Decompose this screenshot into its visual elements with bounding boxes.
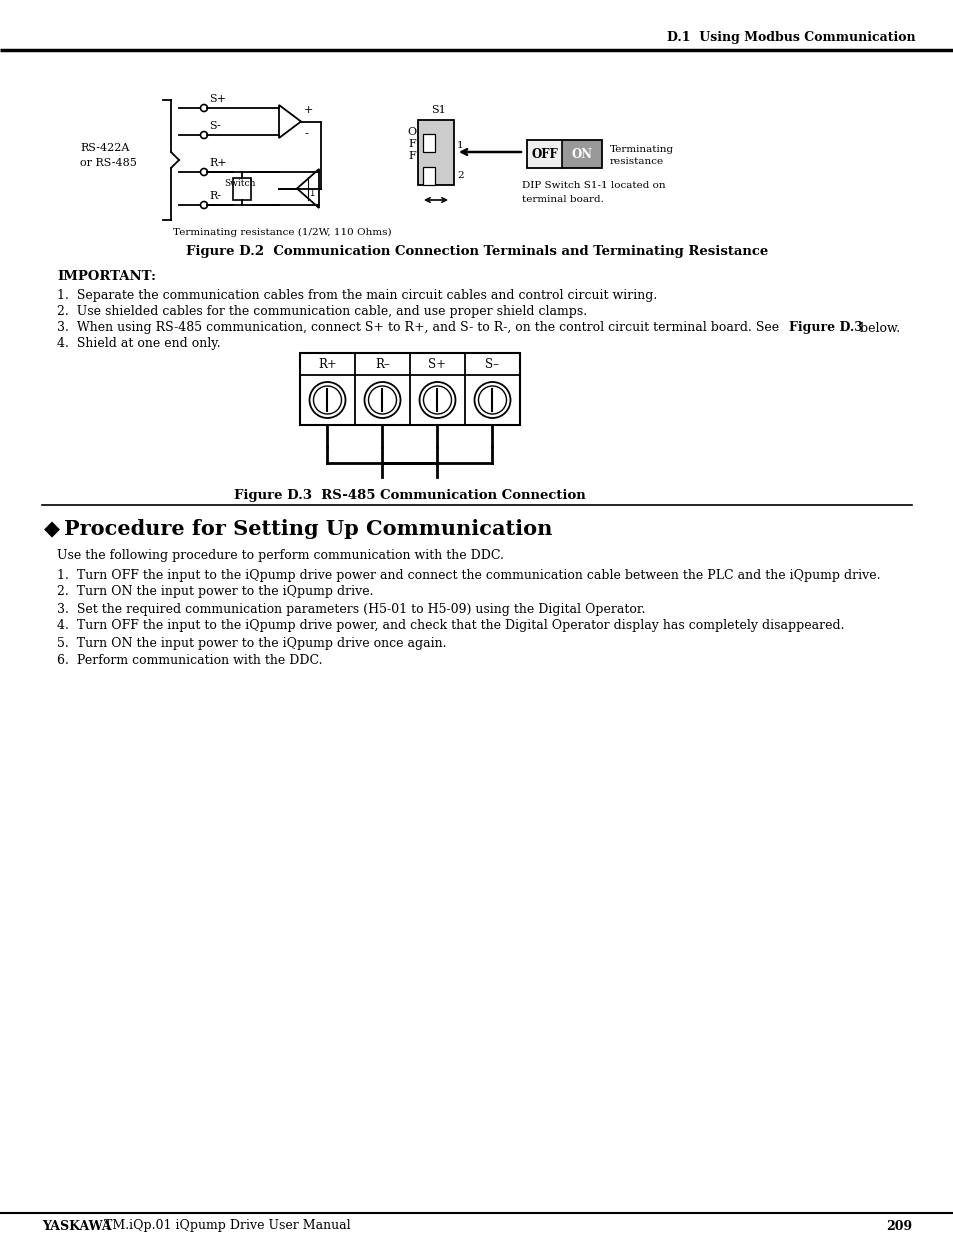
Text: Figure D.3  RS-485 Communication Connection: Figure D.3 RS-485 Communication Connecti… [233, 489, 585, 501]
Text: Use the following procedure to perform communication with the DDC.: Use the following procedure to perform c… [57, 548, 503, 562]
Text: F: F [408, 151, 416, 161]
Text: Figure D.2  Communication Connection Terminals and Terminating Resistance: Figure D.2 Communication Connection Term… [186, 246, 767, 258]
Text: R+: R+ [209, 158, 227, 168]
Bar [422, 135, 435, 152]
Text: Procedure for Setting Up Communication: Procedure for Setting Up Communication [64, 519, 552, 538]
Bar [417, 120, 454, 185]
Circle shape [423, 387, 451, 414]
Text: Terminating: Terminating [609, 146, 674, 154]
Text: DIP Switch S1-1 located on: DIP Switch S1-1 located on [521, 182, 665, 190]
Text: ◆: ◆ [44, 519, 60, 538]
Text: IMPORTANT:: IMPORTANT: [57, 269, 156, 283]
Text: O: O [407, 127, 416, 137]
Bar [526, 140, 561, 168]
Text: 2: 2 [456, 170, 463, 179]
Text: ON: ON [571, 147, 592, 161]
Circle shape [474, 382, 510, 417]
Bar [233, 178, 251, 200]
Text: 1.  Turn OFF the input to the iQpump drive power and connect the communication c: 1. Turn OFF the input to the iQpump driv… [57, 568, 880, 582]
Circle shape [478, 387, 506, 414]
Text: S-: S- [209, 121, 220, 131]
Text: S–: S– [485, 357, 499, 370]
Text: 3.  Set the required communication parameters (H5-01 to H5-09) using the Digital: 3. Set the required communication parame… [57, 603, 644, 615]
Bar [526, 140, 601, 168]
Circle shape [419, 382, 455, 417]
Circle shape [368, 387, 396, 414]
Text: S1: S1 [431, 105, 445, 115]
Text: F: F [408, 140, 416, 149]
Text: YASKAWA: YASKAWA [42, 1219, 112, 1233]
Text: terminal board.: terminal board. [521, 195, 603, 205]
Text: 6.  Perform communication with the DDC.: 6. Perform communication with the DDC. [57, 653, 322, 667]
Text: 3.  When using RS-485 communication, connect S+ to R+, and S- to R-, on the cont: 3. When using RS-485 communication, conn… [57, 321, 782, 335]
Text: Terminating resistance (1/2W, 110 Ohms): Terminating resistance (1/2W, 110 Ohms) [172, 227, 392, 237]
Text: S+: S+ [209, 94, 226, 104]
Text: -: - [304, 128, 308, 138]
Text: 1: 1 [456, 141, 463, 149]
Text: 5.  Turn ON the input power to the iQpump drive once again.: 5. Turn ON the input power to the iQpump… [57, 636, 446, 650]
Circle shape [314, 387, 341, 414]
Circle shape [364, 382, 400, 417]
Text: resistance: resistance [609, 158, 663, 167]
Text: 1.  Separate the communication cables from the main circuit cables and control c: 1. Separate the communication cables fro… [57, 289, 657, 303]
Text: below.: below. [855, 321, 900, 335]
Bar [561, 140, 601, 168]
Text: S+: S+ [428, 357, 446, 370]
Text: 4.  Shield at one end only.: 4. Shield at one end only. [57, 337, 220, 351]
Circle shape [309, 382, 345, 417]
Text: +: + [304, 105, 313, 115]
Text: Switch: Switch [224, 179, 255, 189]
Text: 1: 1 [309, 189, 314, 198]
Text: 209: 209 [885, 1219, 911, 1233]
Bar [422, 167, 435, 185]
Text: RS-422A: RS-422A [80, 143, 130, 153]
Text: 4.  Turn OFF the input to the iQpump drive power, and check that the Digital Ope: 4. Turn OFF the input to the iQpump driv… [57, 620, 843, 632]
Text: R-: R- [209, 191, 221, 201]
Text: R+: R+ [317, 357, 336, 370]
Text: or RS-485: or RS-485 [80, 158, 136, 168]
Text: Figure D.3: Figure D.3 [788, 321, 862, 335]
Bar [299, 353, 519, 425]
Text: OFF: OFF [531, 147, 558, 161]
Text: R–: R– [375, 357, 390, 370]
Text: 2.  Turn ON the input power to the iQpump drive.: 2. Turn ON the input power to the iQpump… [57, 585, 374, 599]
Text: D.1  Using Modbus Communication: D.1 Using Modbus Communication [667, 32, 915, 44]
Text: TM.iQp.01 iQpump Drive User Manual: TM.iQp.01 iQpump Drive User Manual [100, 1219, 351, 1233]
Text: 2.  Use shielded cables for the communication cable, and use proper shield clamp: 2. Use shielded cables for the communica… [57, 305, 586, 319]
